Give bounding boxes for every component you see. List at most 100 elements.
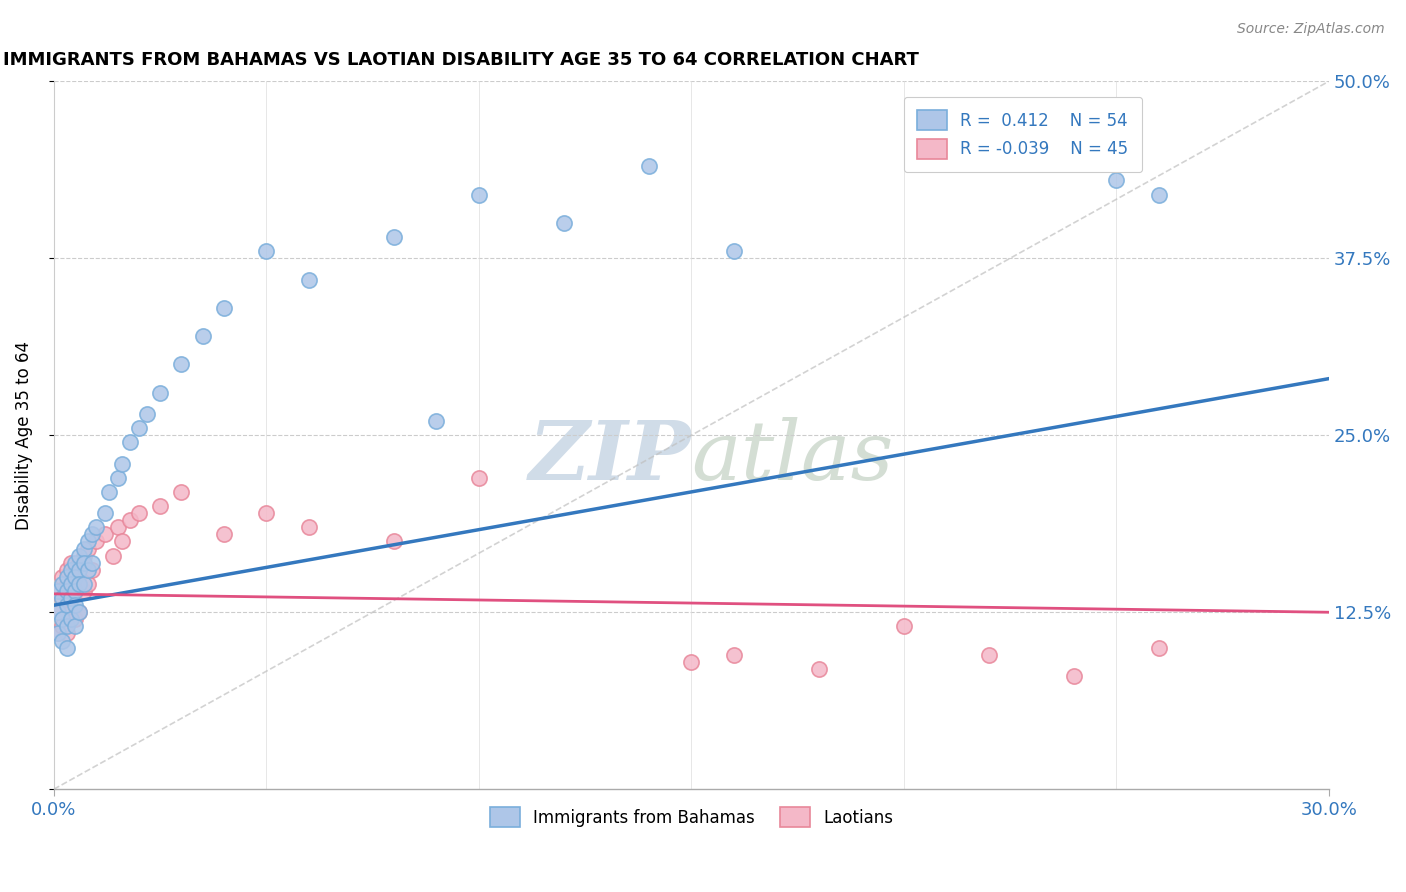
Point [72, 556, 94, 570]
Point [191, 329, 214, 343]
Point [120, 435, 142, 450]
Point [51, 633, 73, 648]
Point [59, 577, 82, 591]
Point [86, 534, 108, 549]
Point [723, 244, 745, 259]
Point [136, 407, 159, 421]
Point [59, 591, 82, 606]
Point [425, 414, 447, 428]
Point [72, 584, 94, 599]
Point [128, 421, 150, 435]
Point [103, 549, 125, 563]
Point [212, 301, 235, 315]
Point [46, 584, 69, 599]
Point [98, 484, 121, 499]
Point [59, 612, 82, 626]
Point [55, 598, 77, 612]
Point [76, 577, 98, 591]
Point [107, 520, 129, 534]
Point [80, 563, 103, 577]
Point [76, 563, 98, 577]
Point [120, 513, 142, 527]
Point [51, 591, 73, 606]
Point [723, 648, 745, 662]
Point [46, 605, 69, 619]
Point [55, 563, 77, 577]
Point [63, 563, 86, 577]
Point [55, 619, 77, 633]
Point [51, 612, 73, 626]
Point [46, 605, 69, 619]
Point [55, 570, 77, 584]
Point [893, 619, 915, 633]
Point [681, 655, 703, 669]
Point [67, 549, 90, 563]
Legend: Immigrants from Bahamas, Laotians: Immigrants from Bahamas, Laotians [482, 800, 900, 834]
Point [86, 520, 108, 534]
Point [63, 598, 86, 612]
Point [76, 541, 98, 556]
Point [468, 187, 491, 202]
Point [55, 584, 77, 599]
Point [63, 556, 86, 570]
Point [382, 230, 405, 244]
Point [55, 640, 77, 655]
Point [76, 534, 98, 549]
Point [80, 556, 103, 570]
Point [67, 556, 90, 570]
Point [63, 584, 86, 599]
Point [1147, 640, 1170, 655]
Point [637, 159, 659, 173]
Point [59, 563, 82, 577]
Point [72, 549, 94, 563]
Point [55, 577, 77, 591]
Point [63, 584, 86, 599]
Point [128, 506, 150, 520]
Point [59, 605, 82, 619]
Point [63, 612, 86, 626]
Point [553, 216, 575, 230]
Point [212, 527, 235, 541]
Point [72, 577, 94, 591]
Point [59, 556, 82, 570]
Point [51, 577, 73, 591]
Point [55, 598, 77, 612]
Point [94, 506, 117, 520]
Point [63, 570, 86, 584]
Point [72, 541, 94, 556]
Point [94, 527, 117, 541]
Point [46, 626, 69, 640]
Point [67, 577, 90, 591]
Point [1147, 187, 1170, 202]
Point [254, 506, 277, 520]
Point [298, 272, 321, 286]
Point [468, 471, 491, 485]
Point [67, 577, 90, 591]
Point [170, 484, 193, 499]
Point [51, 591, 73, 606]
Point [51, 619, 73, 633]
Point [51, 570, 73, 584]
Point [807, 662, 830, 676]
Point [149, 385, 172, 400]
Text: Source: ZipAtlas.com: Source: ZipAtlas.com [1237, 22, 1385, 37]
Text: atlas: atlas [692, 417, 894, 497]
Text: ZIP: ZIP [529, 417, 692, 497]
Point [67, 605, 90, 619]
Point [55, 626, 77, 640]
Point [46, 584, 69, 599]
Point [254, 244, 277, 259]
Point [170, 358, 193, 372]
Point [1063, 669, 1085, 683]
Point [67, 563, 90, 577]
Point [149, 499, 172, 513]
Y-axis label: Disability Age 35 to 64: Disability Age 35 to 64 [15, 341, 32, 530]
Point [111, 457, 134, 471]
Point [59, 577, 82, 591]
Point [67, 605, 90, 619]
Point [46, 626, 69, 640]
Point [382, 534, 405, 549]
Point [298, 520, 321, 534]
Point [1105, 173, 1128, 187]
Point [107, 471, 129, 485]
